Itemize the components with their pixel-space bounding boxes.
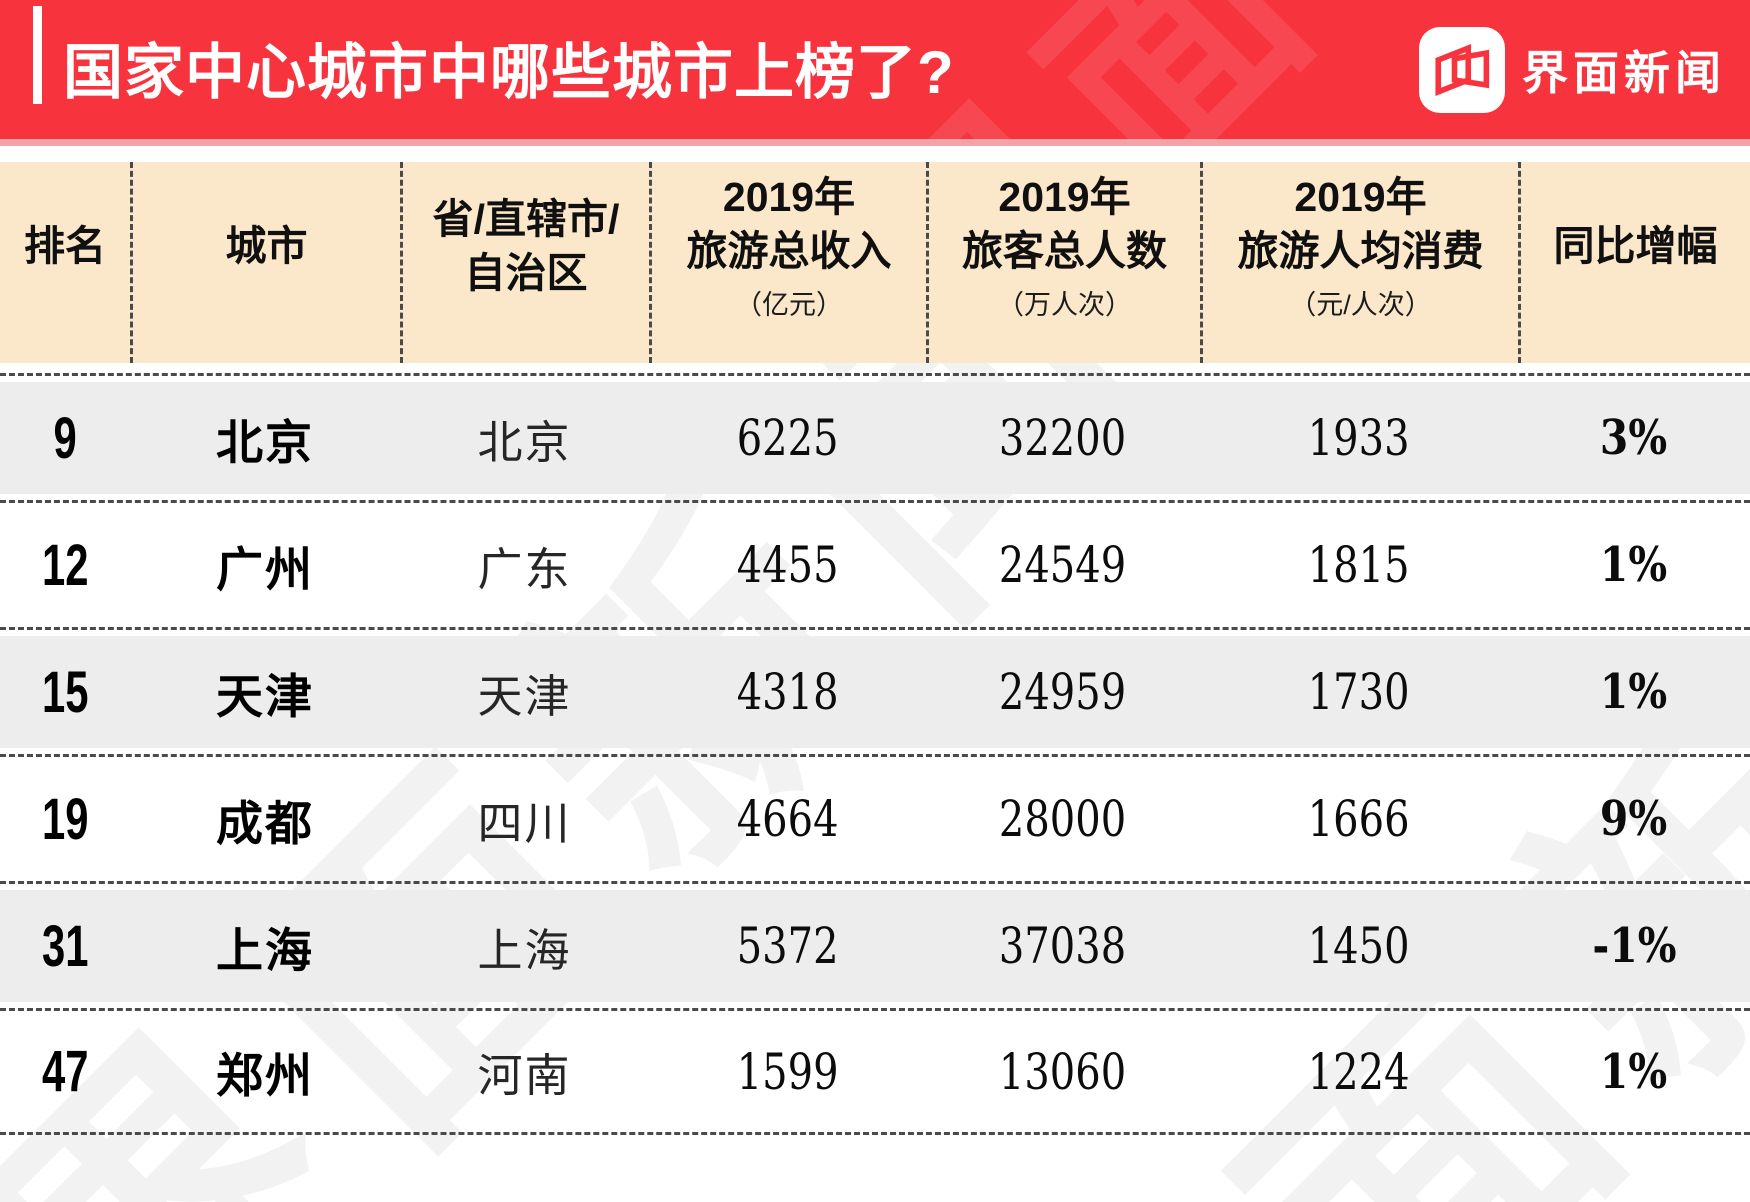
column-header-yoy: 同比增幅: [1518, 162, 1750, 363]
brand-name: 界面新闻: [1522, 46, 1726, 99]
cell-province: 北京: [477, 416, 572, 468]
column-label: 旅游人均消费: [1237, 227, 1484, 274]
table-body: 9 北京 北京 6225 32200 1933 3% 12 广州 广东 4455…: [0, 373, 1750, 1135]
column-label: 自治区: [464, 249, 588, 296]
cell-spend: 1933: [1308, 409, 1410, 467]
cell-city: 郑州: [216, 1049, 314, 1102]
column-unit: （万人次）: [997, 289, 1132, 320]
divider-line: [0, 139, 1750, 146]
cell-city: 上海: [216, 923, 314, 977]
cell-visitors: 37038: [999, 917, 1127, 975]
cell-spend: 1815: [1308, 536, 1410, 594]
cell-visitors: 24959: [999, 663, 1127, 721]
cell-visitors: 28000: [999, 790, 1127, 848]
column-label: 排名: [24, 222, 106, 269]
cell-revenue: 4664: [736, 790, 839, 848]
cell-city: 成都: [216, 796, 314, 850]
cell-yoy: 3%: [1600, 410, 1668, 466]
column-header-visitors: 2019年 旅客总人数 （万人次）: [926, 162, 1200, 363]
cell-revenue: 4455: [736, 536, 839, 594]
cell-spend: 1450: [1308, 917, 1410, 975]
brand-logo: 界面新闻: [1419, 26, 1726, 113]
table-row: 47 郑州 河南 1599 13060 1224 1%: [0, 1008, 1750, 1135]
column-label: 2019年: [998, 174, 1131, 221]
cell-province: 河南: [477, 1050, 572, 1101]
cell-revenue: 4318: [736, 663, 839, 721]
cell-province: 上海: [477, 924, 572, 976]
cell-revenue: 5372: [736, 917, 839, 975]
column-unit: （元/人次）: [1289, 289, 1432, 320]
cell-rank: 15: [41, 659, 89, 725]
column-header-region: 省/直辖市/ 自治区: [400, 162, 649, 363]
cell-yoy: 9%: [1600, 791, 1668, 847]
page-title: 国家中心城市中哪些城市上榜了?: [63, 38, 955, 106]
table-row: 31 上海 上海 5372 37038 1450 -1%: [0, 881, 1750, 1008]
cell-visitors: 24549: [999, 536, 1127, 594]
cell-visitors: 32200: [999, 409, 1127, 467]
cell-city: 北京: [216, 415, 314, 469]
cell-spend: 1730: [1308, 663, 1410, 721]
table-row: 19 成都 四川 4664 28000 1666 9%: [0, 754, 1750, 881]
table-row: 15 天津 天津 4318 24959 1730 1%: [0, 627, 1750, 754]
cell-province: 天津: [477, 670, 572, 722]
cell-rank: 12: [41, 532, 89, 598]
header-banner: 界面新闻 国家中心城市中哪些城市上榜了? 界面新闻: [0, 0, 1750, 139]
cell-city: 天津: [216, 669, 314, 723]
table-header: 排名 城市 省/直辖市/ 自治区 2019年 旅游总收入 （亿元） 2019年 …: [0, 162, 1750, 363]
column-header-rank: 排名: [0, 162, 130, 363]
column-label: 旅游总收入: [686, 227, 892, 274]
cell-province: 广东: [477, 543, 572, 595]
cell-province: 四川: [477, 797, 572, 849]
cell-yoy: -1%: [1591, 918, 1677, 974]
cell-spend: 1224: [1308, 1042, 1410, 1101]
cell-yoy: 1%: [1600, 537, 1668, 593]
column-label: 同比增幅: [1553, 222, 1718, 269]
table-row: 9 北京 北京 6225 32200 1933 3%: [0, 373, 1750, 500]
title-accent-bar: [33, 6, 42, 104]
cell-yoy: 1%: [1600, 1043, 1668, 1100]
column-label: 2019年: [722, 174, 856, 221]
column-header-city: 城市: [130, 162, 400, 363]
cell-yoy: 1%: [1600, 664, 1668, 720]
cell-rank: 31: [41, 913, 89, 979]
column-label: 省/直辖市/: [432, 196, 620, 243]
column-label: 2019年: [1294, 174, 1427, 221]
cell-revenue: 1599: [736, 1042, 839, 1101]
cell-visitors: 13060: [999, 1042, 1127, 1101]
column-unit: （亿元）: [735, 289, 843, 320]
column-header-revenue: 2019年 旅游总收入 （亿元）: [649, 162, 926, 363]
cell-rank: 19: [41, 786, 89, 852]
cell-revenue: 6225: [736, 409, 839, 467]
column-label: 城市: [225, 222, 308, 269]
cell-rank: 47: [41, 1039, 89, 1104]
column-header-spend: 2019年 旅游人均消费 （元/人次）: [1200, 162, 1518, 363]
jiemian-logo-icon: [1419, 26, 1505, 113]
cell-city: 广州: [216, 542, 314, 596]
cell-spend: 1666: [1308, 790, 1410, 848]
cell-rank: 9: [53, 405, 77, 471]
table-row: 12 广州 广东 4455 24549 1815 1%: [0, 500, 1750, 627]
column-label: 旅客总人数: [962, 227, 1167, 274]
